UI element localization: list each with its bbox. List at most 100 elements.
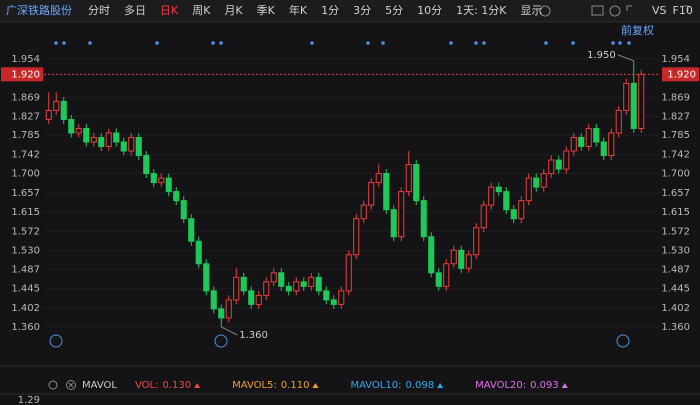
candle-body xyxy=(68,118,75,134)
candle-body xyxy=(150,173,157,184)
tab[interactable]: 5分 xyxy=(385,4,403,17)
y-tick-label: 1.869 xyxy=(11,92,40,103)
tab[interactable]: 分时 xyxy=(88,4,110,17)
candle-body xyxy=(555,159,562,170)
candle-body xyxy=(623,82,630,111)
tab[interactable]: 多日 xyxy=(124,3,146,17)
candle-body xyxy=(83,127,90,143)
indicator-label: VOL: xyxy=(135,380,158,391)
candle-body xyxy=(608,132,615,157)
indicator-value: 0.110 xyxy=(281,380,310,391)
tab[interactable]: 10分 xyxy=(417,4,442,17)
annotation-leader xyxy=(617,54,634,62)
event-markers[interactable] xyxy=(49,334,630,348)
candle-body xyxy=(518,200,525,220)
y-tick-label: 1.615 xyxy=(11,207,40,218)
candle-body xyxy=(525,177,532,202)
y-tick-label-right: 1.615 xyxy=(661,207,690,218)
candle-body xyxy=(465,254,472,269)
y-tick-label-right: 1.445 xyxy=(661,284,690,295)
y-tick-label: 1.360 xyxy=(11,322,40,333)
tab[interactable]: 年K xyxy=(289,3,308,17)
indicator-value: 0.093 xyxy=(530,380,559,391)
y-tick-label: 1.572 xyxy=(11,226,40,237)
candle-body xyxy=(473,227,480,256)
y-tick-label-right: 1.360 xyxy=(661,322,690,333)
current-price-tag xyxy=(1,67,43,82)
tab[interactable]: 1分 xyxy=(321,4,339,17)
indicator-label: MAVOL20: xyxy=(475,380,526,391)
toolbar-link[interactable]: VS xyxy=(652,4,667,17)
panel-icons[interactable] xyxy=(48,5,689,390)
candle-body xyxy=(638,73,645,129)
candle-body xyxy=(600,141,607,157)
candle-body xyxy=(630,82,637,129)
candle-body xyxy=(563,150,570,170)
candle-body xyxy=(315,276,322,292)
tab[interactable]: 周K xyxy=(192,4,211,17)
y-tick-label-right: 1.530 xyxy=(661,245,690,256)
y-tick-label-right: 1.487 xyxy=(661,265,690,276)
candle-body xyxy=(533,177,540,188)
candle-body xyxy=(143,155,150,175)
candle-body xyxy=(360,204,367,220)
event-dots xyxy=(54,41,631,45)
candle-body xyxy=(450,249,457,265)
candle-body xyxy=(398,191,405,238)
tab[interactable]: 日K xyxy=(160,4,179,17)
y-tick-label-right: 1.402 xyxy=(661,303,690,314)
candle-body xyxy=(578,136,585,148)
toolbar-link[interactable]: F10 xyxy=(673,4,693,17)
tab[interactable]: 1天: 1分K xyxy=(456,4,507,17)
trend-arrow xyxy=(561,383,568,388)
candle-body xyxy=(98,136,105,148)
candle-body xyxy=(240,276,247,292)
indicator-label: MAVOL5: xyxy=(232,380,277,391)
candle-body xyxy=(203,263,210,292)
candle-body xyxy=(113,132,120,143)
tab[interactable]: 月K xyxy=(224,4,243,17)
candle-body xyxy=(495,186,502,193)
candle-body xyxy=(210,290,217,310)
candle-body xyxy=(135,136,142,157)
candle-body xyxy=(188,218,195,242)
candle-body xyxy=(45,109,52,120)
candle-body xyxy=(458,249,465,269)
candle-body xyxy=(263,281,270,296)
candle-body xyxy=(285,285,292,292)
current-price-tag xyxy=(662,67,699,82)
tab[interactable]: 显示 xyxy=(521,4,543,17)
candle-body xyxy=(120,141,127,152)
candle-body xyxy=(570,136,577,152)
candle-body xyxy=(420,200,427,238)
candle-body xyxy=(345,254,352,292)
candle-body xyxy=(615,109,622,134)
stock-title[interactable]: 广深铁路股份 xyxy=(6,4,72,17)
y-tick-label-right: 1.954 xyxy=(661,54,690,65)
y-tick-label: 1.827 xyxy=(11,111,40,122)
y-tick-label-right: 1.657 xyxy=(661,188,690,199)
toolbar-bg xyxy=(0,0,700,22)
y-tick-label-right: 1.827 xyxy=(661,111,690,122)
candle-body xyxy=(90,136,97,143)
trend-arrow xyxy=(437,383,444,388)
y-tick-label: 1.700 xyxy=(11,169,40,180)
y-tick-label: 1.785 xyxy=(11,130,40,141)
indicator-name: MAVOL xyxy=(82,380,117,391)
trend-arrow xyxy=(194,383,201,388)
candle-body xyxy=(383,173,390,211)
tab[interactable]: 3分 xyxy=(353,4,371,17)
y-tick-label-right: 1.742 xyxy=(661,150,690,161)
candle-body xyxy=(180,200,187,220)
candle-body xyxy=(480,204,487,229)
candle-body xyxy=(405,164,412,193)
y-tick-label: 1.402 xyxy=(11,303,40,314)
candle-body xyxy=(105,132,112,148)
candle-body xyxy=(488,186,495,206)
candle-body xyxy=(353,218,360,256)
candle-body xyxy=(503,191,510,211)
candle-body xyxy=(368,182,375,206)
adjust-label[interactable]: 前复权 xyxy=(621,23,654,37)
annotation-leader xyxy=(221,326,238,336)
tab[interactable]: 季K xyxy=(257,4,276,17)
